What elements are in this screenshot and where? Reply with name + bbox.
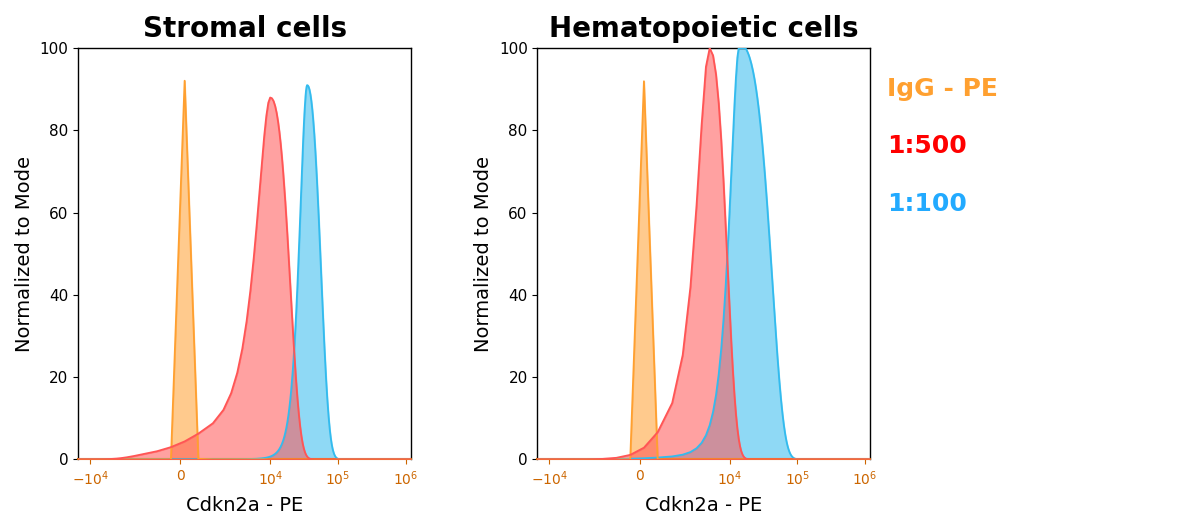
Text: 1:100: 1:100 — [887, 192, 967, 216]
Title: Stromal cells: Stromal cells — [142, 15, 347, 43]
Title: Hematopoietic cells: Hematopoietic cells — [549, 15, 858, 43]
X-axis label: Cdkn2a - PE: Cdkn2a - PE — [185, 496, 303, 515]
Y-axis label: Normalized to Mode: Normalized to Mode — [14, 156, 34, 352]
Text: 1:500: 1:500 — [887, 135, 967, 158]
X-axis label: Cdkn2a - PE: Cdkn2a - PE — [645, 496, 762, 515]
Y-axis label: Normalized to Mode: Normalized to Mode — [474, 156, 494, 352]
Text: IgG - PE: IgG - PE — [887, 77, 998, 101]
